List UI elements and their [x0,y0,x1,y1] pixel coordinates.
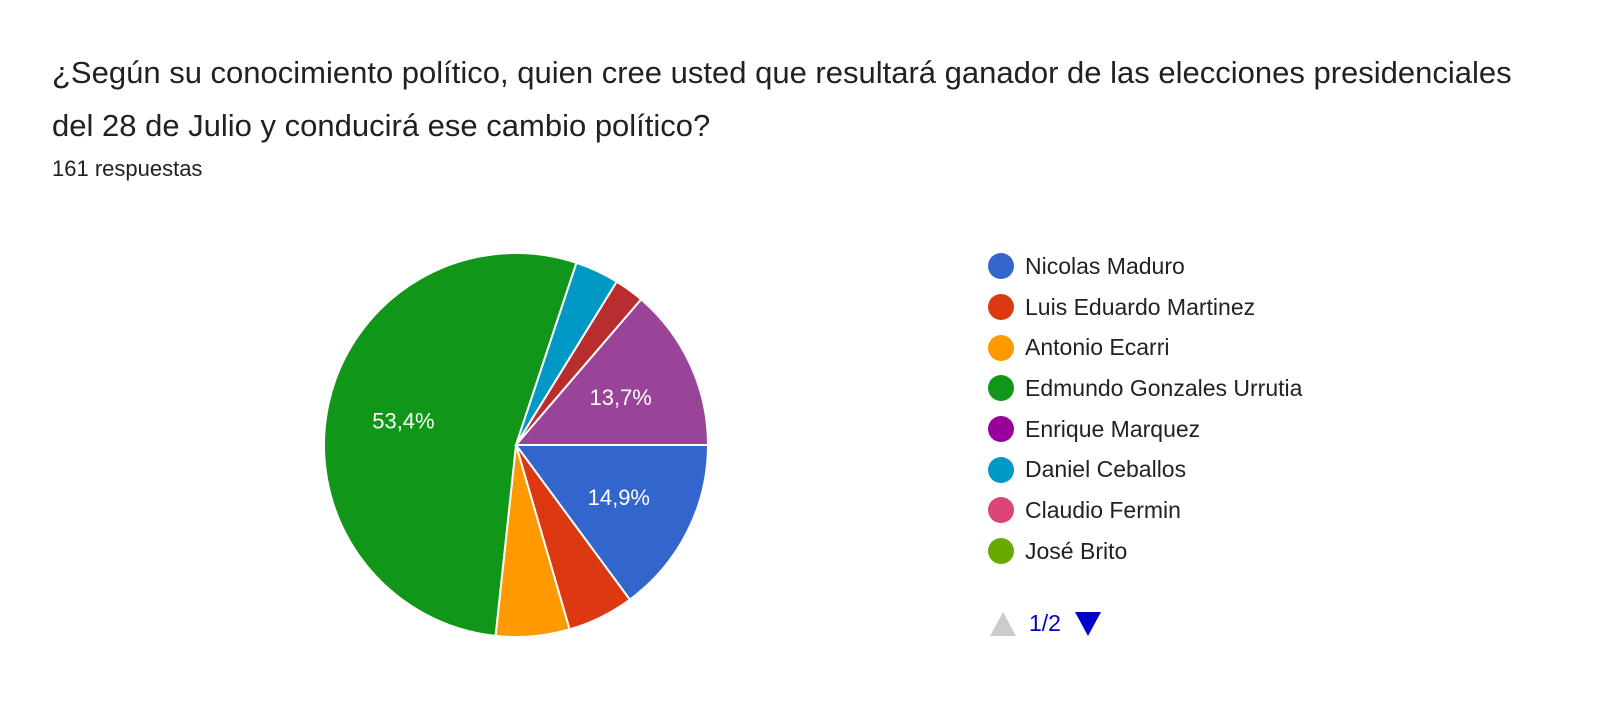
slice-data-label: 53,4% [372,409,434,434]
legend-swatch [988,416,1014,443]
chart-title: ¿Según su conocimiento político, quien c… [52,55,1512,143]
legend-swatch [988,253,1014,280]
legend-item[interactable]: Daniel Ceballos [988,449,1302,490]
pager-next-icon[interactable] [1074,611,1101,636]
legend-label: Luis Eduardo Martinez [1025,293,1256,320]
legend-swatch [988,334,1014,361]
response-count: 161 respuestas [52,156,203,181]
slice-data-label: 13,7% [589,385,651,410]
legend-swatch [988,497,1014,524]
legend-swatch [988,375,1014,402]
legend-label: José Brito [1025,537,1128,564]
legend-swatch [988,538,1014,565]
legend-item[interactable]: Nicolas Maduro [988,246,1302,287]
legend-item[interactable]: Edmundo Gonzales Urrutia [988,368,1302,409]
pie-slice[interactable] [514,444,710,602]
legend-item[interactable]: Claudio Fermin [988,490,1302,531]
pie-slice[interactable] [513,297,710,446]
legend-item[interactable]: Enrique Marquez [988,409,1302,450]
legend-swatch [988,456,1014,483]
legend-label: Daniel Ceballos [1025,456,1187,483]
legend-item[interactable]: José Brito [988,531,1302,572]
slice-data-label: 14,9% [588,485,650,510]
legend: Nicolas Maduro Luis Eduardo Martinez Anton… [988,246,1302,572]
legend-label: Claudio Fermin [1025,496,1181,523]
legend-swatch [988,294,1014,321]
pie-slice[interactable] [323,252,578,638]
pager-prev-icon[interactable] [990,611,1016,636]
legend-label: Antonio Ecarri [1025,334,1170,361]
legend-label: Nicolas Maduro [1025,252,1185,279]
legend-pager: 1/2 [990,610,1101,637]
legend-item[interactable]: Antonio Ecarri [988,327,1302,368]
legend-label: Edmundo Gonzales Urrutia [1025,374,1303,401]
legend-label: Enrique Marquez [1025,415,1201,442]
pager-text: 1/2 [1029,610,1061,636]
legend-item[interactable]: Luis Eduardo Martinez [988,287,1302,328]
